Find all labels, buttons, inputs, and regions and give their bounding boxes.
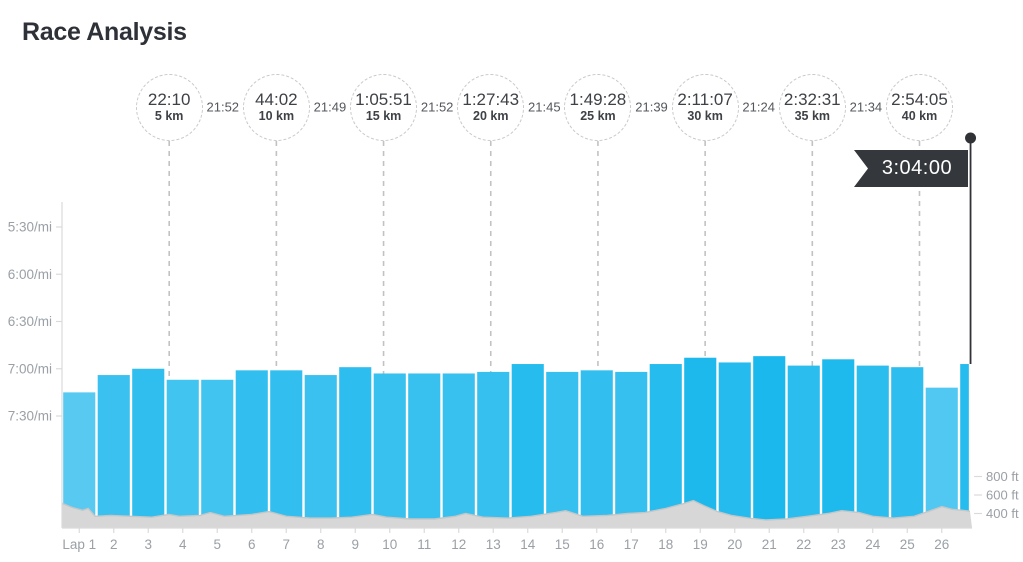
lap-pace-bar[interactable] xyxy=(925,387,958,528)
lap-tick-label: 21 xyxy=(762,537,777,552)
elevation-profile-area xyxy=(62,500,973,528)
lap-tick-label: Lap 1 xyxy=(62,537,96,552)
lap-pace-bar[interactable] xyxy=(822,359,855,528)
lap-tick-label: 25 xyxy=(900,537,915,552)
lap-tick-label: 7 xyxy=(282,537,290,552)
finish-pole-dot xyxy=(965,132,977,144)
lap-pace-bar[interactable] xyxy=(97,375,130,528)
lap-tick-label: 12 xyxy=(451,537,466,552)
lap-pace-bar[interactable] xyxy=(511,364,544,528)
lap-tick-label: 10 xyxy=(382,537,397,552)
lap-pace-bar[interactable] xyxy=(166,379,199,528)
lap-pace-bar[interactable] xyxy=(304,375,337,528)
pace-tick-label: 6:00/mi xyxy=(8,267,52,282)
elevation-tick-label: 800 ft xyxy=(986,469,1019,484)
lap-pace-bar[interactable] xyxy=(408,373,441,528)
lap-pace-bar[interactable] xyxy=(856,365,889,528)
lap-pace-bar[interactable] xyxy=(477,371,510,528)
lap-pace-bar[interactable] xyxy=(132,368,165,528)
lap-pace-bar[interactable] xyxy=(373,373,406,528)
lap-tick-label: 6 xyxy=(248,537,256,552)
lap-tick-label: 2 xyxy=(110,537,118,552)
lap-tick-label: 3 xyxy=(144,537,152,552)
lap-pace-bar[interactable] xyxy=(718,362,751,528)
lap-pace-bar[interactable] xyxy=(649,364,682,528)
lap-pace-bar[interactable] xyxy=(960,364,969,528)
lap-pace-bar[interactable] xyxy=(546,371,579,528)
lap-tick-label: 11 xyxy=(417,537,431,552)
lap-pace-bar[interactable] xyxy=(787,365,820,528)
finish-flag: 3:04:00 xyxy=(854,150,968,187)
lap-tick-label: 20 xyxy=(727,537,742,552)
lap-tick-label: 16 xyxy=(589,537,604,552)
pace-tick-label: 7:30/mi xyxy=(8,409,52,424)
elevation-tick-label: 600 ft xyxy=(986,488,1019,503)
lap-tick-label: 26 xyxy=(934,537,949,552)
finish-time-label: 3:04:00 xyxy=(881,157,953,179)
elevation-tick-label: 400 ft xyxy=(986,506,1019,521)
lap-tick-label: 4 xyxy=(179,537,187,552)
elevation-profile-outline xyxy=(61,499,971,521)
lap-tick-label: 24 xyxy=(865,537,881,552)
lap-pace-bar[interactable] xyxy=(235,370,268,528)
pace-tick-label: 5:30/mi xyxy=(8,220,52,235)
lap-pace-bar[interactable] xyxy=(615,371,648,528)
lap-tick-label: 18 xyxy=(658,537,673,552)
lap-pace-bar[interactable] xyxy=(753,356,786,528)
lap-tick-label: 8 xyxy=(317,537,325,552)
lap-tick-label: 23 xyxy=(831,537,846,552)
lap-tick-label: 15 xyxy=(555,537,570,552)
lap-tick-label: 9 xyxy=(351,537,359,552)
lap-pace-bar[interactable] xyxy=(442,373,475,528)
lap-pace-bar[interactable] xyxy=(684,357,717,528)
lap-pace-bar[interactable] xyxy=(201,379,234,528)
lap-tick-label: 14 xyxy=(520,537,536,552)
pace-tick-label: 7:00/mi xyxy=(8,361,52,376)
lap-tick-label: 17 xyxy=(624,537,639,552)
lap-pace-bar[interactable] xyxy=(891,367,924,528)
lap-tick-label: 22 xyxy=(796,537,811,552)
lap-pace-bar[interactable] xyxy=(270,370,303,528)
lap-pace-bar[interactable] xyxy=(580,370,613,528)
page-title: Race Analysis xyxy=(22,18,187,46)
lap-pace-bar[interactable] xyxy=(339,367,372,528)
lap-tick-label: 5 xyxy=(213,537,221,552)
lap-tick-label: 13 xyxy=(486,537,501,552)
lap-tick-label: 19 xyxy=(693,537,708,552)
pace-tick-label: 6:30/mi xyxy=(8,314,52,329)
